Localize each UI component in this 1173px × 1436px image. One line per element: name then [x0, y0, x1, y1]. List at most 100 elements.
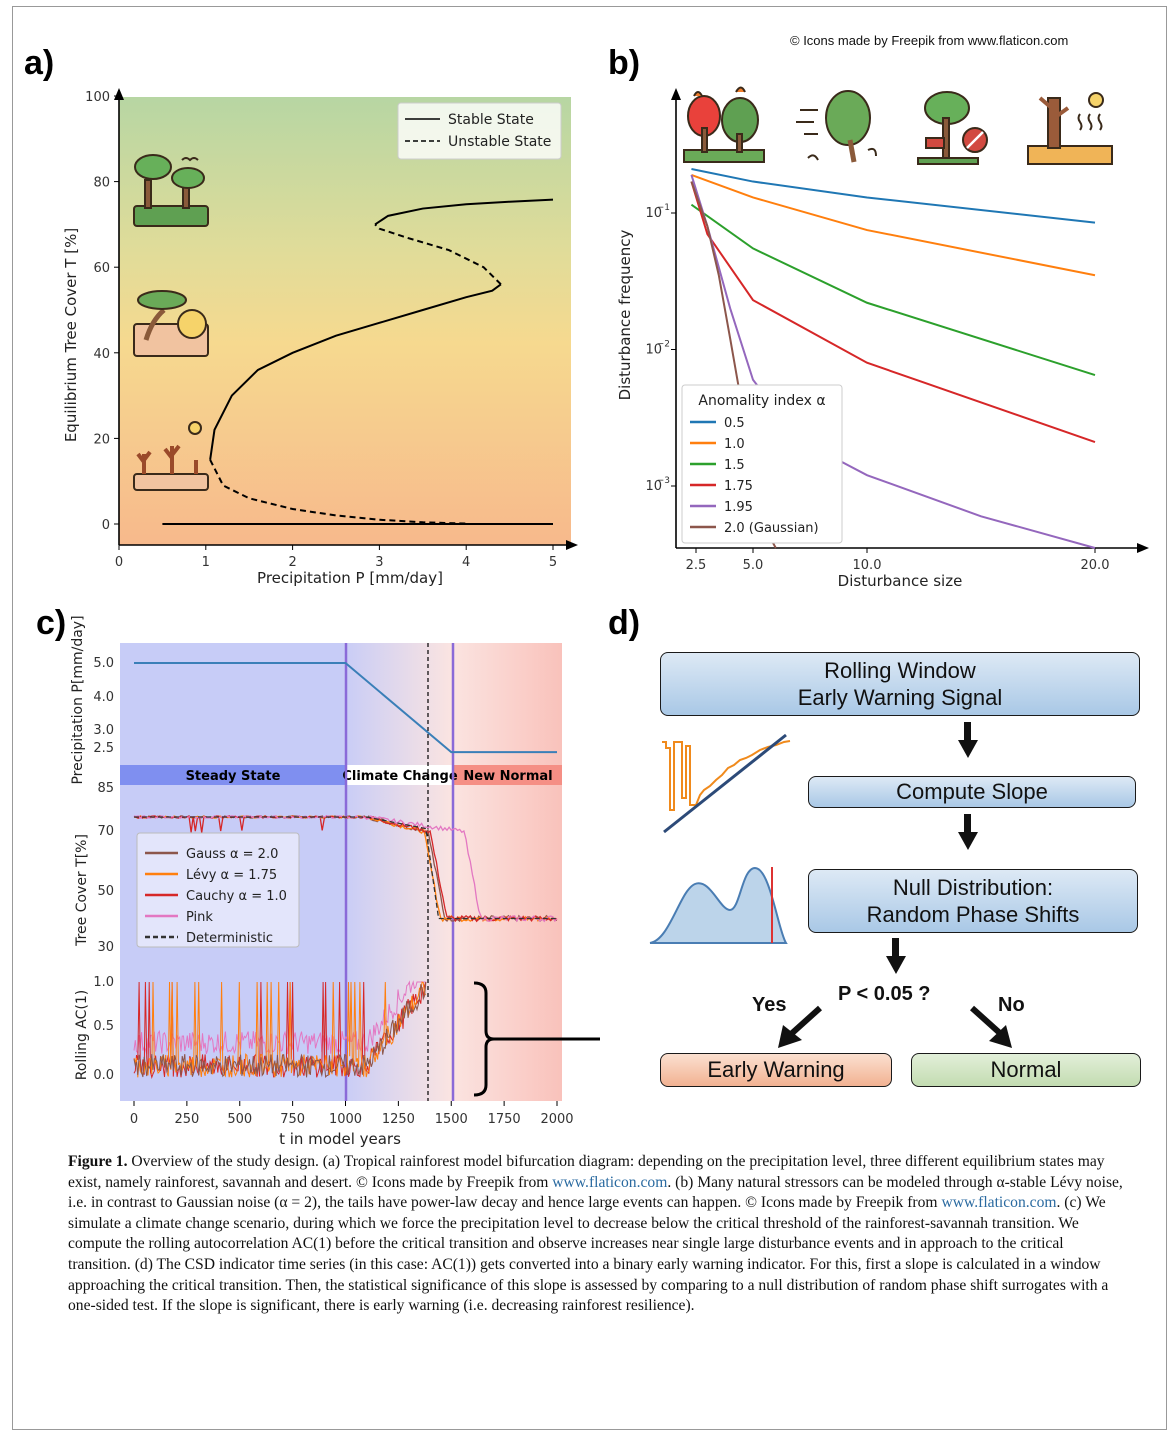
drought-icon [1027, 92, 1113, 165]
caption-link-1[interactable]: www.flaticon.com [552, 1173, 668, 1191]
flow-arrows [649, 722, 1012, 1048]
xtick-label-c: 2000 [540, 1112, 573, 1127]
legend-b-label: 0.5 [724, 416, 745, 431]
precip-line [134, 662, 557, 754]
series-line-a [374, 198, 554, 226]
xtick-label-a: 3 [375, 555, 383, 570]
xtick-label-c: 1750 [488, 1112, 521, 1127]
xtick-label-c: 750 [280, 1112, 305, 1127]
null-distribution-icon [649, 866, 788, 944]
normal-box: Normal [911, 1053, 1141, 1087]
windstorm-icon [796, 90, 877, 163]
ytick-label-b: 10 [645, 206, 662, 221]
ytick-exp-b: −3 [657, 476, 670, 486]
legend-b: Anomality index α 0.5 1.0 1.5 1.75 1.95 2.0 (… [681, 384, 843, 544]
xlabel-b: Disturbance size [838, 572, 963, 590]
series-line-b [691, 168, 1096, 224]
xtick-label-c: 250 [174, 1112, 199, 1127]
ytick-label-c-ac: 1.0 [93, 975, 114, 990]
caption-text-3: . (c) We simulate a climate change scena… [68, 1194, 1109, 1315]
series-line-b [690, 203, 1096, 376]
rolling-window-box: Rolling Window Early Warning Signal [660, 652, 1140, 716]
rainforest-icon [133, 154, 209, 227]
legend-c: Gauss α = 2.0 Lévy α = 1.75 Cauchy α = 1.0… [136, 832, 300, 948]
ac-line [133, 981, 427, 1079]
desert-icon [133, 421, 209, 491]
legend-c-label: Lévy α = 1.75 [186, 868, 277, 883]
logging-icon [917, 91, 988, 165]
xtick-label-a: 0 [115, 555, 123, 570]
deterministic-line [134, 816, 557, 920]
legend-c-label: Gauss α = 2.0 [186, 847, 278, 862]
legend-a-item: Unstable State [448, 134, 551, 150]
ytick-label-c-tree: 85 [97, 781, 114, 796]
ytick-label-b: 10 [645, 343, 662, 358]
ylabel-c-tree: Tree Cover T[%] [74, 834, 90, 947]
legend-b-label: 1.95 [724, 500, 753, 515]
tree-cover-line [133, 815, 558, 923]
xtick-label-c: 500 [227, 1112, 252, 1127]
panel-label-b: b) [608, 44, 641, 82]
legend-b-label: 1.5 [724, 458, 745, 473]
phase-new-normal-label: New Normal [463, 769, 552, 784]
ytick-label-a: 20 [93, 432, 110, 447]
ytick-label-c-tree: 50 [97, 884, 114, 899]
ytick-label-c-precip: 2.5 [93, 741, 114, 756]
ylabel-b: Disturbance frequency [616, 229, 634, 400]
ytick-label-c-tree: 70 [97, 824, 114, 839]
savannah-icon [133, 290, 209, 357]
legend-a-item: Stable State [448, 112, 534, 128]
phase-climate-bar [346, 765, 453, 785]
series-line-b [691, 174, 1096, 277]
connector-arrow [494, 1037, 600, 1041]
xtick-label-c: 0 [130, 1112, 138, 1127]
ytick-label-c-precip: 3.0 [93, 723, 114, 738]
legend-c-label: Cauchy α = 1.0 [186, 889, 287, 904]
ytick-label-c-precip: 4.0 [93, 690, 114, 705]
caption-text-2: . (b) Many natural stressors can be mode… [68, 1173, 1123, 1212]
phase-new-normal-bar [453, 765, 562, 785]
ylabel-c-precip: Precipitation P[mm/day] [70, 615, 86, 784]
caption-link-2[interactable]: www.flaticon.com [941, 1194, 1057, 1212]
ylabel-c-ac: Rolling AC(1) [74, 990, 90, 1080]
series-line-a [209, 459, 467, 525]
ytick-label-a: 0 [102, 518, 110, 533]
ytick-exp-b: −1 [657, 203, 670, 213]
ylabel-a: Equilibrium Tree Cover T [%] [62, 228, 80, 442]
ytick-label-a: 60 [93, 261, 110, 276]
series-line-b [690, 181, 1096, 443]
xtick-label-b: 2.5 [686, 558, 707, 573]
slope-sketch-icon [662, 733, 791, 834]
phase-steady-label: Steady State [186, 769, 281, 784]
ytick-label-c-ac: 0.5 [93, 1019, 114, 1034]
xlabel-c: t in model years [279, 1130, 401, 1148]
legend-b-title: Anomality index α [698, 393, 825, 409]
xtick-label-c: 1250 [382, 1112, 415, 1127]
caption-label: Figure 1. [68, 1153, 128, 1170]
yes-label: Yes [752, 994, 787, 1016]
chart-c: Steady State Climate Change New Normal 0… [70, 615, 600, 1148]
ytick-label-a: 80 [93, 176, 110, 191]
chart-b: 2.5 5.0 10.0 20.010−310−210−1 Disturbance s… [616, 86, 1149, 590]
chart-a: 0 1 2 3 4 5 0 20 40 60 80 100 Precipitation P [mm/d… [62, 88, 578, 587]
xtick-label-a: 5 [549, 555, 557, 570]
null-distribution-box: Null Distribution: Random Phase Shifts [808, 869, 1138, 933]
series-line-a [209, 283, 502, 460]
phase-steady-bar [120, 765, 346, 785]
panel-label-a: a) [24, 44, 55, 82]
no-label: No [998, 994, 1025, 1016]
ytick-label-b: 10 [645, 479, 662, 494]
series-line-a [374, 223, 502, 286]
legend-b-label: 1.0 [724, 437, 745, 452]
forest-fire-icon [683, 86, 765, 163]
xlabel-a: Precipitation P [mm/day] [257, 569, 443, 587]
legend-a: Stable State Unstable State [397, 102, 562, 160]
xtick-label-c: 1000 [329, 1112, 362, 1127]
legend-b-label: 1.75 [724, 479, 753, 494]
early-warning-box: Early Warning [660, 1053, 892, 1087]
ytick-label-c-tree: 30 [97, 940, 114, 955]
caption-text-1: Overview of the study design. (a) Tropic… [68, 1153, 1105, 1191]
icon-credit: © Icons made by Freepik from www.flatico… [790, 33, 1069, 48]
legend-c-label: Deterministic [186, 931, 273, 946]
panel-label-c: c) [36, 604, 67, 642]
